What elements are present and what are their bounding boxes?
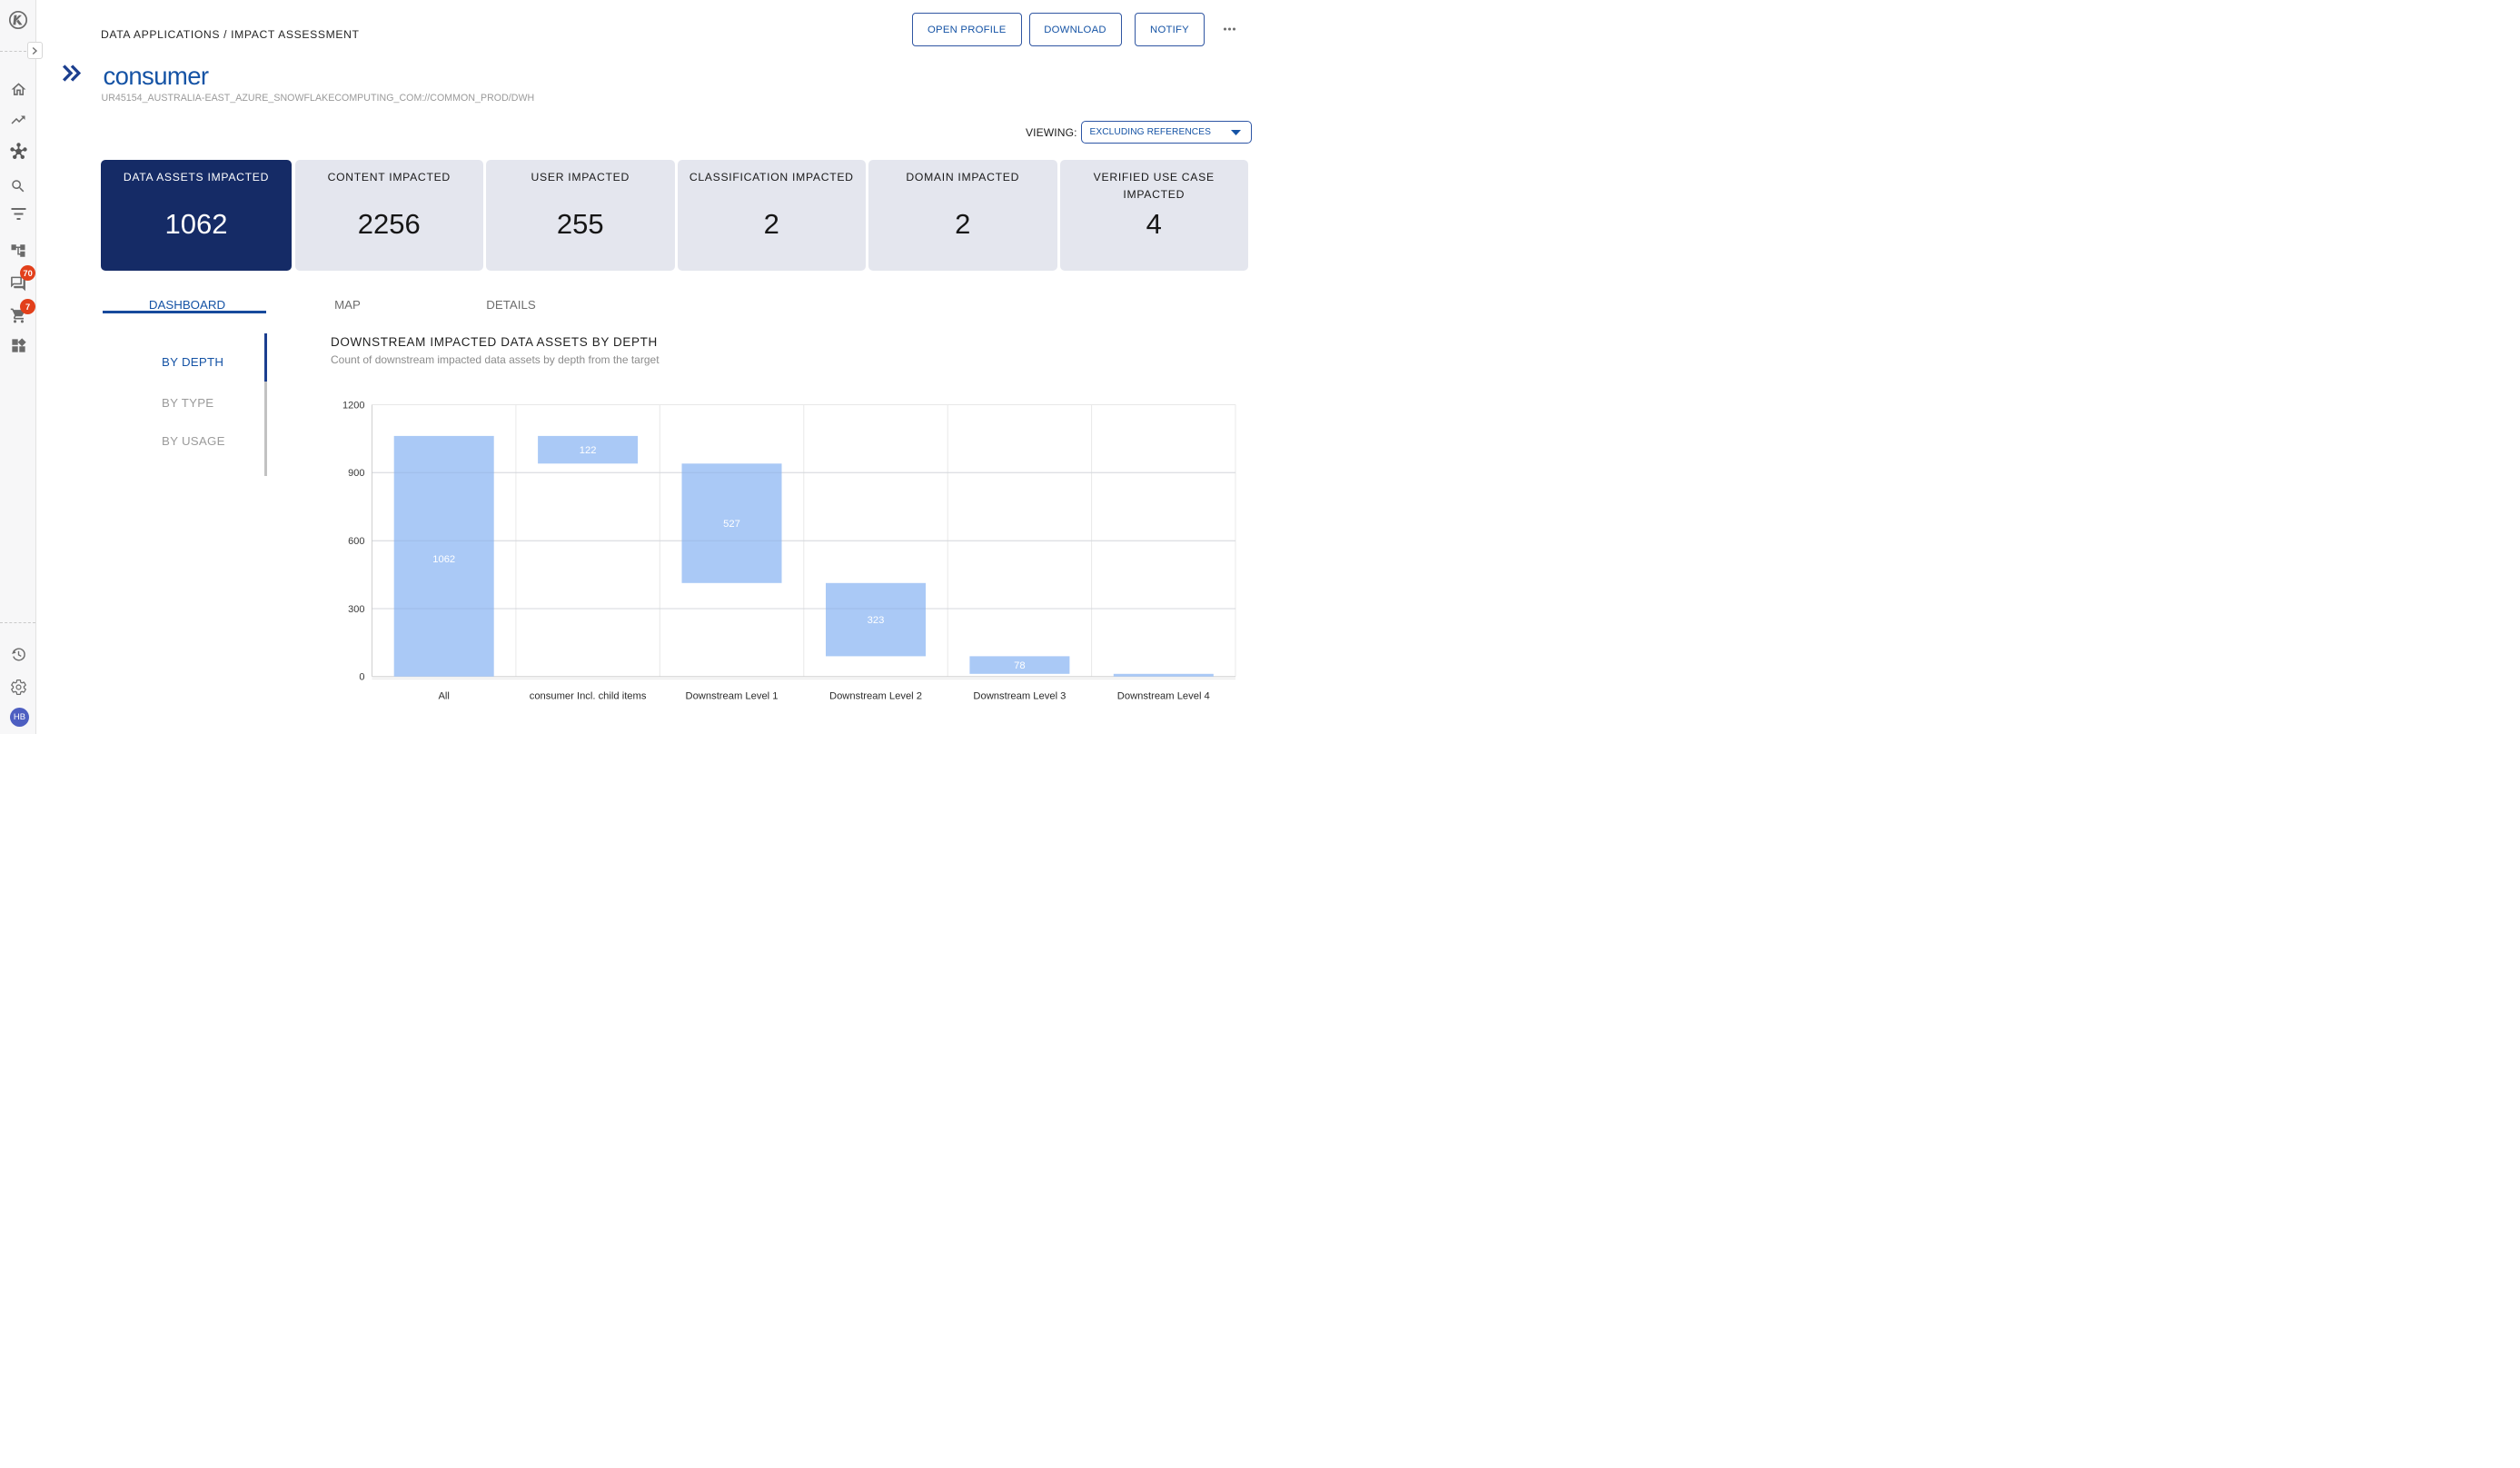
svg-text:All: All: [438, 691, 449, 702]
svg-text:78: 78: [1014, 660, 1025, 671]
svg-text:300: 300: [348, 604, 364, 615]
svg-text:900: 900: [348, 468, 364, 479]
svg-text:323: 323: [868, 615, 885, 626]
svg-text:1062: 1062: [432, 554, 455, 565]
svg-text:Downstream Level 2: Downstream Level 2: [829, 691, 922, 702]
svg-text:Downstream Level 1: Downstream Level 1: [686, 691, 779, 702]
svg-text:122: 122: [580, 445, 597, 456]
svg-text:0: 0: [359, 672, 364, 683]
svg-text:600: 600: [348, 536, 364, 547]
svg-text:Downstream Level 3: Downstream Level 3: [973, 691, 1066, 702]
svg-text:1200: 1200: [342, 400, 364, 411]
svg-text:527: 527: [723, 519, 740, 530]
svg-text:Downstream Level 4: Downstream Level 4: [1117, 691, 1210, 702]
svg-text:consumer Incl. child items: consumer Incl. child items: [530, 691, 647, 702]
